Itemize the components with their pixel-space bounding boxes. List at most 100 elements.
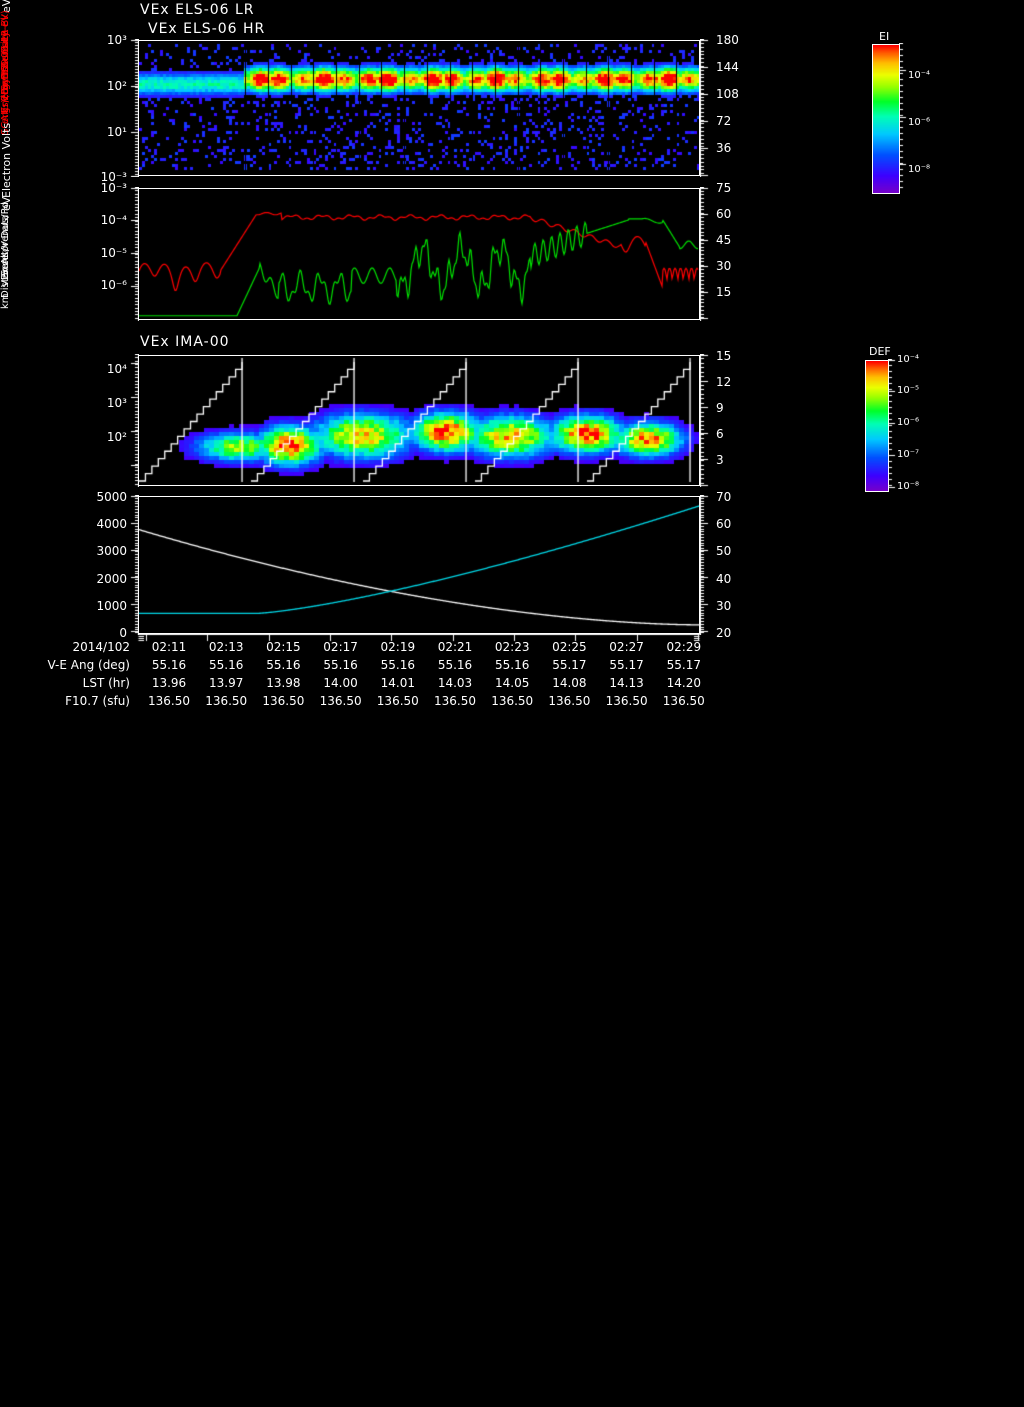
time-axis-lst-value: 14.08 bbox=[552, 676, 587, 690]
panel1-title-lr: VEx ELS-06 LR bbox=[140, 2, 255, 18]
panel1-right-ticks bbox=[700, 39, 712, 177]
panel4-right-ticks bbox=[700, 495, 712, 635]
time-axis-ve-ang-value: 55.17 bbox=[552, 658, 587, 672]
time-axis-tick-label: 02:19 bbox=[380, 640, 416, 654]
panel3-left-ticks bbox=[129, 354, 139, 487]
time-axis-date-label: 2014/102 bbox=[72, 640, 131, 654]
panel2-ytick-1em6: 10⁻⁶ bbox=[100, 278, 127, 292]
time-axis-lst-value: 14.03 bbox=[437, 676, 473, 690]
time-axis-tick-label: 02:25 bbox=[552, 640, 587, 654]
time-axis-ve-ang-value: 55.16 bbox=[437, 658, 473, 672]
panel1-left-ticks bbox=[129, 39, 139, 177]
panel2-rtick-75: 75 bbox=[716, 181, 732, 195]
ima-spectrogram-canvas bbox=[139, 356, 699, 485]
time-axis-f107-value: 136.50 bbox=[148, 694, 190, 708]
panel1-ytick-1em3: 10⁻³ bbox=[100, 170, 127, 184]
panel1-rtick-180: 180 bbox=[716, 33, 739, 47]
ei-colorbar-ticks bbox=[899, 43, 909, 193]
panel-els-intensity-mag[interactable] bbox=[138, 188, 700, 320]
time-axis-lst-value: 14.20 bbox=[666, 676, 701, 690]
time-axis-ve-ang-value: 55.16 bbox=[495, 658, 530, 672]
ei-colorbar-gradient bbox=[872, 44, 900, 194]
def-colorbar-tick-1em5: 10⁻⁵ bbox=[897, 385, 920, 396]
time-axis-tick-label: 02:15 bbox=[266, 640, 301, 654]
panel4-rtick-60: 60 bbox=[716, 517, 732, 531]
panel3-rtick-3: 3 bbox=[716, 453, 724, 467]
time-axis-ve-ang-value: 55.16 bbox=[209, 658, 244, 672]
panel4-rtick-30: 30 bbox=[716, 599, 732, 613]
time-axis-rowlabel-f107: F10.7 (sfu) bbox=[65, 694, 130, 708]
panel-altitude-sza[interactable] bbox=[138, 496, 700, 634]
panel-ima-spectrogram[interactable] bbox=[138, 355, 700, 486]
panel3-rtick-6: 6 bbox=[716, 427, 724, 441]
time-axis-ve-ang-value: 55.16 bbox=[380, 658, 415, 672]
panel2-ytick-1em4: 10⁻⁴ bbox=[100, 213, 127, 227]
ei-colorbar-tick-1em4: 10⁻⁴ bbox=[908, 70, 931, 81]
time-axis-ve-ang-value: 55.16 bbox=[266, 658, 301, 672]
time-axis-f107-value: 136.50 bbox=[205, 694, 248, 708]
time-axis-rowlabel-ve-ang: V-E Ang (deg) bbox=[47, 658, 130, 672]
plot-figure: VEx ELS-06 LR VEx ELS-06 HR 10³ 10² 10¹ … bbox=[0, 0, 931, 708]
panel1-rtick-72: 72 bbox=[716, 114, 732, 128]
panel1-rtick-144: 144 bbox=[716, 60, 739, 74]
panel2-rtick-45: 45 bbox=[716, 233, 732, 247]
time-axis-f107-value: 136.50 bbox=[376, 694, 419, 708]
panel4-left-ticks bbox=[129, 495, 139, 635]
time-axis-lst-value: 14.00 bbox=[323, 676, 358, 690]
time-axis-lst-value: 13.97 bbox=[209, 676, 244, 690]
altitude-sza-canvas bbox=[139, 497, 699, 633]
panel4-rtick-20: 20 bbox=[716, 626, 732, 640]
panel-els-pitch-angle[interactable] bbox=[138, 40, 700, 176]
panel1-rtick-36: 36 bbox=[716, 141, 732, 155]
def-colorbar-title: DEF bbox=[869, 345, 891, 358]
panel2-right-ticks bbox=[700, 187, 712, 321]
time-axis-ticks bbox=[132, 634, 706, 646]
time-axis-lst-value: 14.13 bbox=[609, 676, 644, 690]
def-colorbar-tick-1em8: 10⁻⁸ bbox=[897, 481, 920, 492]
panel4-ytick-4000: 4000 bbox=[96, 517, 127, 531]
panel2-rtick-15: 15 bbox=[716, 285, 732, 299]
time-axis-f107-value: 136.50 bbox=[434, 694, 476, 708]
def-colorbar-ticks bbox=[888, 359, 898, 491]
time-axis-ve-ang-value: 55.16 bbox=[151, 658, 187, 672]
panel1-ytick-1e3: 10³ bbox=[106, 33, 127, 47]
def-colorbar-tick-1em4: 10⁻⁴ bbox=[897, 354, 920, 365]
panel4-ytick-5000: 5000 bbox=[96, 490, 127, 504]
panel1-rtick-108: 108 bbox=[716, 87, 739, 101]
time-axis-f107-value: 136.50 bbox=[662, 694, 705, 708]
time-axis-f107-value: 136.50 bbox=[319, 694, 362, 708]
time-axis-rowlabel-lst: LST (hr) bbox=[82, 676, 130, 690]
def-colorbar-gradient bbox=[865, 360, 889, 492]
panel2-ytick-1em3: 10⁻³ bbox=[100, 181, 127, 195]
time-axis-tick-label: 02:23 bbox=[494, 640, 530, 654]
panel4-ytick-1000: 1000 bbox=[96, 599, 127, 613]
intensity-mag-canvas bbox=[139, 189, 699, 319]
panel3-ytick-1e3: 10³ bbox=[106, 396, 127, 410]
time-axis-f107-value: 136.50 bbox=[491, 694, 534, 708]
time-axis-tick-label: 02:21 bbox=[437, 640, 473, 654]
panel1-title-hr: VEx ELS-06 HR bbox=[148, 21, 266, 37]
panel4-rtick-40: 40 bbox=[716, 572, 732, 586]
panel2-rtick-30: 30 bbox=[716, 259, 732, 273]
panel1-ytick-1e1: 10¹ bbox=[106, 125, 127, 139]
panel3-title: VEx IMA-00 bbox=[140, 334, 230, 350]
time-axis-ve-ang-value: 55.17 bbox=[609, 658, 644, 672]
time-axis-tick-label: 02:29 bbox=[666, 640, 702, 654]
panel4-rtick-70: 70 bbox=[716, 490, 732, 504]
panel3-rtick-9: 9 bbox=[716, 401, 724, 415]
time-axis-tick-label: 02:27 bbox=[609, 640, 644, 654]
panel4-ytick-3000: 3000 bbox=[96, 544, 127, 558]
time-axis-tick-label: 02:13 bbox=[208, 640, 244, 654]
time-axis-lst-value: 14.01 bbox=[380, 676, 415, 690]
panel4-llabel-km: km bbox=[0, 293, 11, 309]
panel4-rtick-50: 50 bbox=[716, 544, 732, 558]
time-axis-lst-value: 13.98 bbox=[266, 676, 301, 690]
ei-colorbar-tick-1em8: 10⁻⁸ bbox=[908, 164, 931, 175]
panel4-ytick-0: 0 bbox=[119, 626, 127, 640]
time-axis-lst-value: 14.05 bbox=[495, 676, 530, 690]
panel2-rtick-60: 60 bbox=[716, 207, 732, 221]
panel2-ytick-1em5: 10⁻⁵ bbox=[100, 246, 127, 260]
def-colorbar-tick-1em7: 10⁻⁷ bbox=[897, 449, 920, 460]
time-axis-f107-value: 136.50 bbox=[605, 694, 648, 708]
time-axis-f107-value: 136.50 bbox=[262, 694, 305, 708]
